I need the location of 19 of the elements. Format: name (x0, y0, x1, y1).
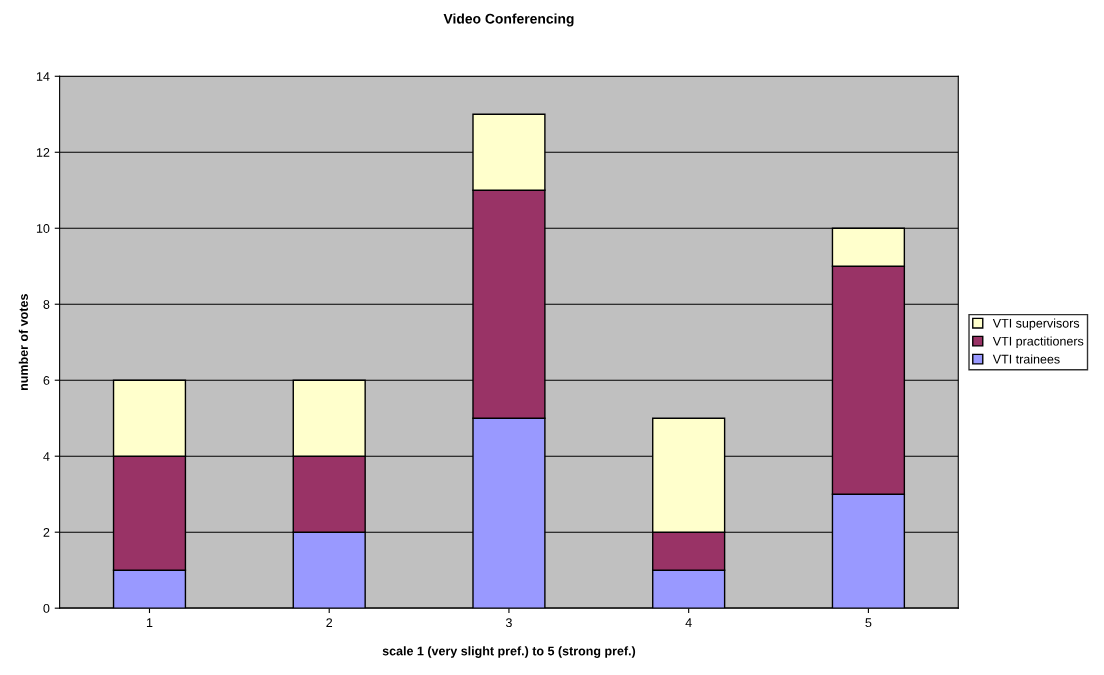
y-tick-label: 10 (36, 224, 50, 233)
y-tick-label: 4 (43, 452, 50, 461)
chart-title: Video Conferencing (443, 13, 574, 27)
x-tick-label: 3 (505, 618, 512, 628)
legend-label: VTI practitioners (992, 336, 1084, 349)
y-tick-label: 12 (36, 148, 50, 157)
x-tick-label: 5 (865, 618, 872, 628)
legend-label: VTI supervisors (992, 318, 1080, 331)
x-axis-title: scale 1 (very slight pref.) to 5 (strong pref.) (382, 646, 636, 658)
x-tick-label: 4 (685, 618, 692, 627)
y-tick-label: 8 (43, 300, 50, 309)
y-tick-label: 2 (43, 527, 50, 537)
x-tick-label: 2 (326, 618, 333, 627)
y-tick-label: 6 (43, 376, 50, 385)
y-tick-label: 14 (36, 72, 50, 81)
x-tick-label: 1 (146, 618, 153, 627)
y-tick-label: 0 (43, 603, 50, 613)
y-axis-title: number of votes (18, 294, 28, 391)
legend-label: VTI trainees (992, 354, 1060, 364)
